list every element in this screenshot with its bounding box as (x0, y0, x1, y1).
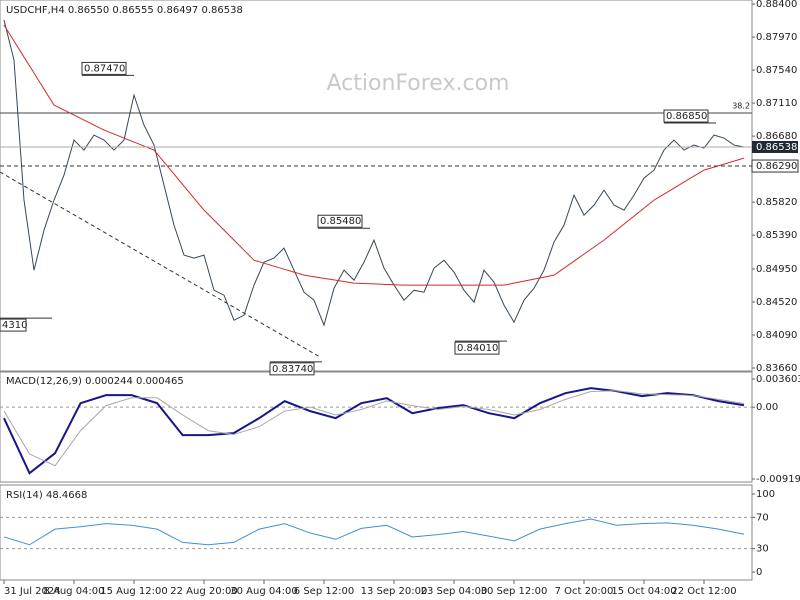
y-tick-label: 0.83660 (756, 363, 797, 374)
trend-line (0, 171, 321, 358)
annotation-box (269, 362, 315, 376)
x-tick-label: 15 Oct 04:00 (611, 586, 676, 597)
series-line (3, 24, 745, 286)
y-tick-label: 0.85820 (756, 197, 797, 208)
annotation-box (454, 341, 500, 355)
x-tick-label: 15 Aug 12:00 (100, 586, 167, 597)
macd-panel (0, 371, 753, 483)
x-tick-label: 31 Jul 2024 (4, 586, 61, 597)
annotation-box (663, 109, 709, 123)
y-tick-label: 0.87540 (756, 65, 797, 76)
y-tick-label: 0.84520 (756, 297, 797, 308)
series-line (3, 518, 745, 546)
series-line (3, 390, 745, 467)
y-tick-label: -0.009198 (756, 474, 800, 485)
y-tick-label: 0.86680 (756, 131, 797, 142)
y-tick-label: 0 (756, 567, 762, 578)
x-tick-label: 30 Aug 04:00 (230, 586, 297, 597)
macd-title: MACD(12,26,9) 0.000244 0.000465 (6, 376, 184, 387)
support-box (751, 159, 799, 173)
y-tick-label: 0.84950 (756, 264, 797, 275)
price-panel (0, 0, 753, 372)
rsi-panel (0, 484, 753, 581)
x-tick-label: 13 Sep 20:00 (361, 586, 428, 597)
y-tick-label: 0.003603 (756, 374, 800, 385)
y-tick-label: 0.85390 (756, 230, 797, 241)
x-tick-label: 6 Sep 12:00 (294, 586, 354, 597)
y-tick-label: 70 (756, 512, 769, 523)
x-tick-label: 22 Oct 12:00 (671, 586, 736, 597)
x-tick-label: 23 Sep 04:00 (421, 586, 488, 597)
y-tick-label: 0.87970 (756, 32, 797, 43)
x-tick-label: 22 Aug 20:00 (170, 586, 237, 597)
chart-title: USDCHF,H4 0.86550 0.86555 0.86497 0.8653… (6, 5, 243, 16)
x-tick-label: 8 Aug 04:00 (43, 586, 104, 597)
series-line (3, 387, 745, 475)
annotation-label: 0.84010 (457, 343, 498, 354)
annotation-box (0, 318, 27, 332)
series-line (3, 19, 745, 327)
annotation-label: 0.87470 (84, 63, 125, 74)
y-tick-label: 0.00 (756, 402, 778, 413)
annotation-label: 0.83740 (272, 364, 313, 375)
y-tick-label: 100 (756, 489, 775, 500)
y-tick-label: 0.84090 (756, 330, 797, 341)
annotation-label: 0.86850 (666, 111, 707, 122)
annotation-box (81, 61, 127, 75)
x-tick-label: 7 Oct 20:00 (555, 586, 614, 597)
support-label: 0.86290 (756, 161, 797, 172)
y-tick-label: 30 (756, 544, 769, 555)
last-price-box (752, 140, 798, 153)
fib-label: 38.2 (732, 102, 750, 111)
rsi-title: RSI(14) 48.4668 (6, 490, 87, 501)
watermark: ActionForex.com (327, 71, 510, 96)
annotation-box (317, 214, 363, 228)
annotation-label: 0.85480 (320, 216, 361, 227)
x-tick-label: 30 Sep 12:00 (481, 586, 548, 597)
annotation-label: 4310 (2, 320, 27, 331)
last-price-label: 0.86538 (756, 142, 797, 153)
y-tick-label: 0.88400 (756, 0, 797, 10)
y-tick-label: 0.87110 (756, 98, 797, 109)
